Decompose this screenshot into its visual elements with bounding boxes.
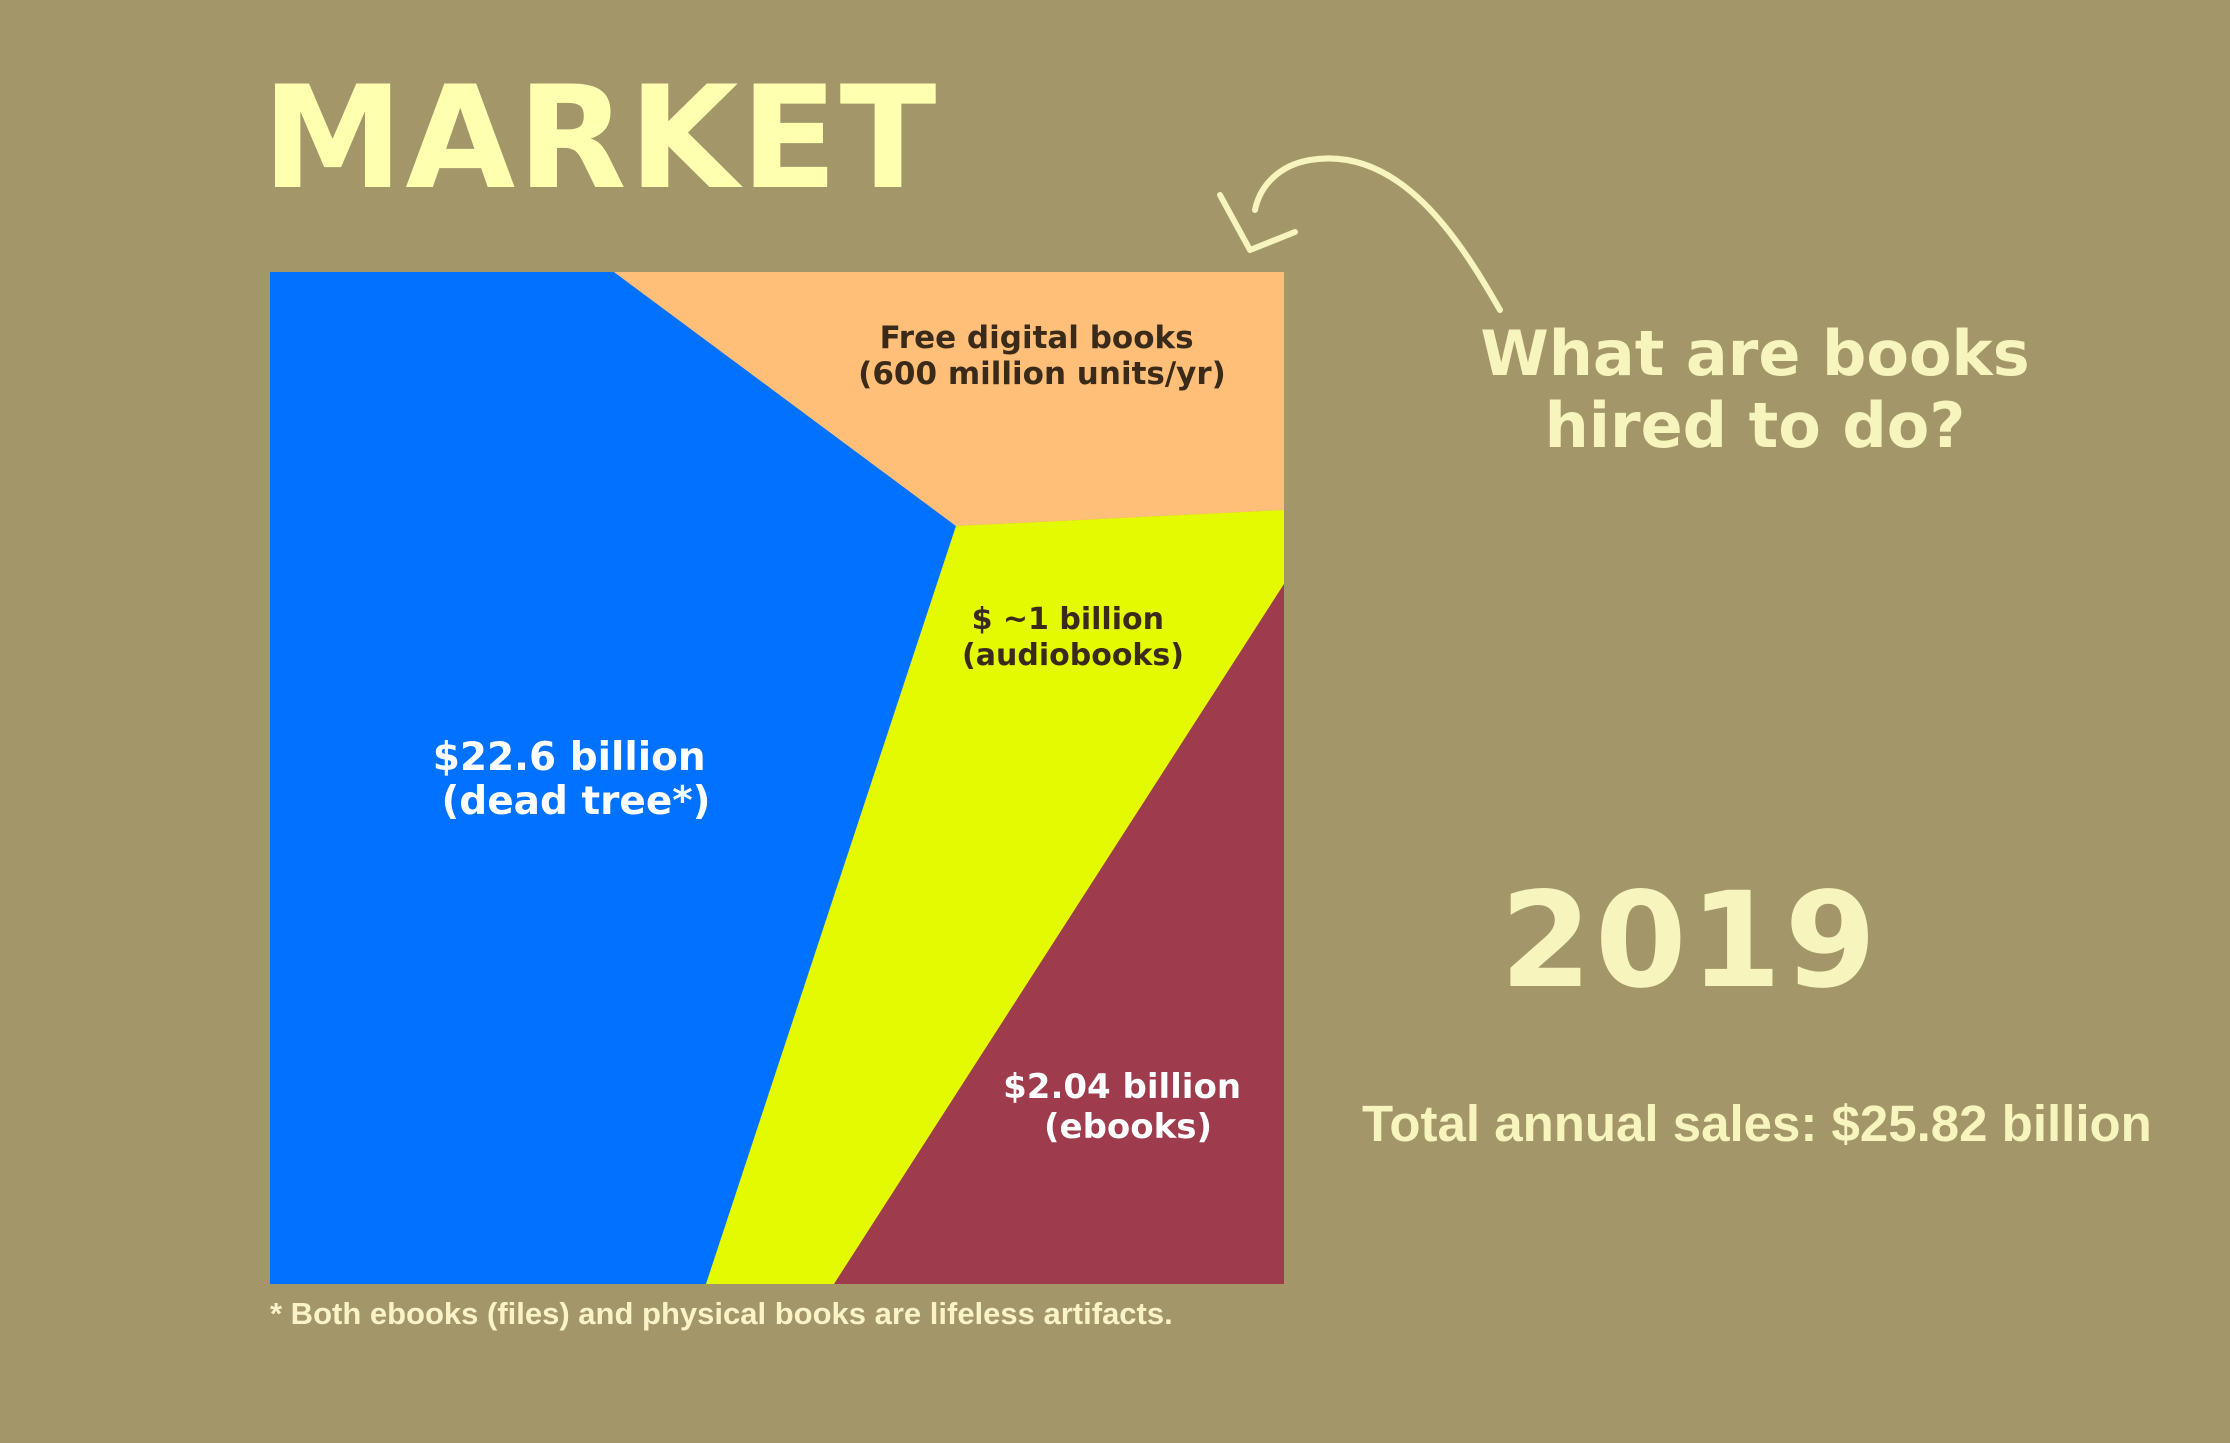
market-chart: $22.6 billion (dead tree*) Free digital …: [270, 272, 1284, 1284]
curved-arrow-icon: [1217, 155, 1503, 313]
ebooks-caption: (ebooks): [1044, 1107, 1212, 1147]
audiobooks-label: $ ~1 billion (audiobooks): [962, 602, 1184, 673]
question-line-1: What are books: [1480, 317, 2030, 390]
question-text: What are books hired to do?: [1440, 318, 2070, 462]
page-title: MARKET: [262, 56, 939, 221]
audiobooks-value: $ ~1 billion: [972, 602, 1164, 637]
free-digital-caption: (600 million units/yr): [858, 356, 1226, 392]
free-digital-label: Free digital books (600 million units/yr…: [858, 320, 1226, 392]
year-label: 2019: [1500, 864, 1880, 1018]
ebooks-segment: [834, 584, 1284, 1284]
dead-tree-value: $22.6 billion: [433, 735, 706, 780]
ebooks-label: $2.04 billion (ebooks): [1003, 1067, 1253, 1147]
question-line-2: hired to do?: [1544, 389, 1966, 462]
footnote: * Both ebooks (files) and physical books…: [270, 1296, 1173, 1331]
free-digital-segment: [614, 272, 1284, 526]
audiobooks-caption: (audiobooks): [962, 638, 1184, 673]
total-sales-label: Total annual sales: $25.82 billion: [1362, 1095, 2152, 1152]
dead-tree-segment: [270, 272, 956, 1284]
ebooks-value: $2.04 billion: [1003, 1067, 1241, 1107]
dead-tree-label: $22.6 billion (dead tree*): [433, 735, 719, 824]
free-digital-value: Free digital books: [880, 320, 1194, 356]
audiobooks-segment: [706, 510, 1284, 1284]
dead-tree-caption: (dead tree*): [441, 779, 710, 824]
